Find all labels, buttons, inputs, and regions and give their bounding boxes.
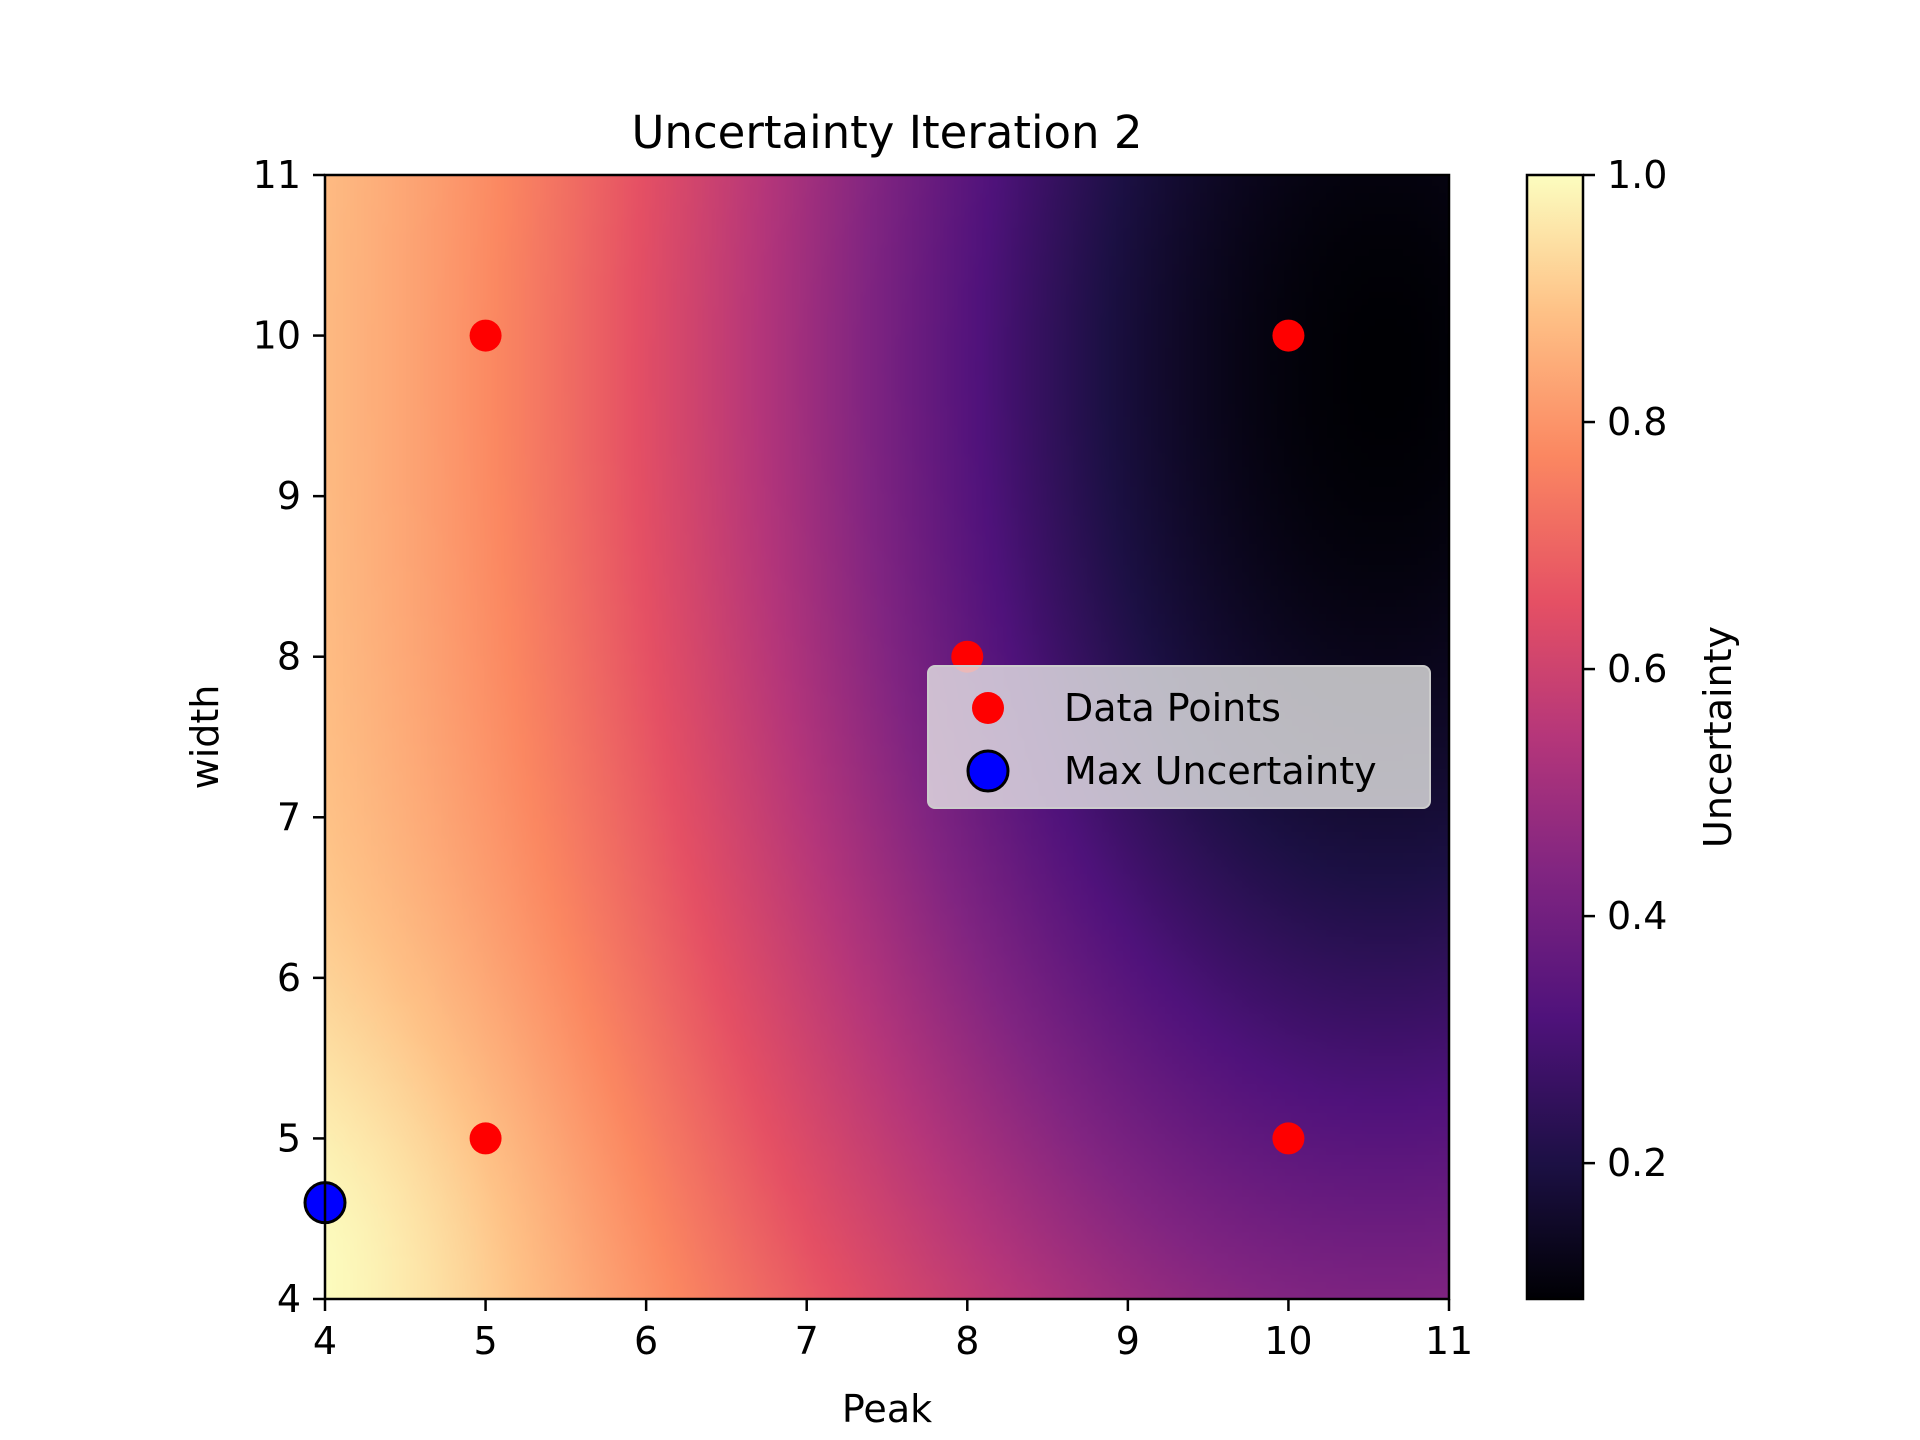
legend-marker-max-uncertainty: [966, 749, 1010, 793]
x-tick-label: 7: [795, 1319, 819, 1363]
colorbar: 0.2 0.4 0.6 0.8 1.0 Uncertainty: [1525, 153, 1740, 1301]
legend-label-data-points: Data Points: [1064, 686, 1281, 730]
x-tick-label: 6: [634, 1319, 658, 1363]
legend: Data Points Max Uncertainty: [927, 665, 1431, 809]
colorbar-tick-label: 0.2: [1607, 1141, 1667, 1185]
y-axis-ticks: 4 5 6 7 8 9 10 11: [253, 153, 325, 1321]
y-axis-label: width: [183, 685, 227, 790]
legend-box: [927, 665, 1431, 809]
y-tick-label: 4: [277, 1277, 301, 1321]
data-point: [951, 640, 984, 673]
x-tick-label: 10: [1264, 1319, 1312, 1363]
y-tick-label: 10: [253, 314, 301, 358]
chart-title: Uncertainty Iteration 2: [631, 106, 1142, 159]
scatter-layer: [469, 319, 1305, 1155]
colorbar-ticks: 0.2 0.4 0.6 0.8 1.0: [1583, 153, 1667, 1185]
x-tick-label: 11: [1425, 1319, 1473, 1363]
x-tick-label: 9: [1116, 1319, 1140, 1363]
colorbar-tick-label: 0.8: [1607, 400, 1667, 444]
y-tick-label: 11: [253, 153, 301, 197]
x-axis-label: Peak: [842, 1387, 932, 1431]
data-point: [1272, 319, 1305, 352]
x-axis-ticks: 4 5 6 7 8 9 10 11: [313, 1299, 1473, 1363]
x-tick-label: 5: [473, 1319, 497, 1363]
y-tick-label: 9: [277, 474, 301, 518]
colorbar-tick-label: 1.0: [1607, 153, 1667, 197]
colorbar-tick-label: 0.4: [1607, 894, 1667, 938]
colorbar-gradient: [1527, 175, 1583, 1299]
y-tick-label: 6: [277, 956, 301, 1000]
y-tick-label: 8: [277, 635, 301, 679]
colorbar-label: Uncertainty: [1696, 626, 1740, 848]
legend-label-max-uncertainty: Max Uncertainty: [1064, 749, 1377, 793]
legend-marker-data-points: [972, 692, 1004, 724]
x-tick-label: 8: [955, 1319, 979, 1363]
plot-frame: [323, 173, 1451, 1301]
data-point: [469, 319, 502, 352]
data-point: [469, 1122, 502, 1155]
y-tick-label: 7: [277, 795, 301, 839]
data-point: [1272, 1122, 1305, 1155]
y-tick-label: 5: [277, 1116, 301, 1160]
x-tick-label: 4: [313, 1319, 337, 1363]
colorbar-tick-label: 0.6: [1607, 647, 1667, 691]
colorbar-frame: [1525, 173, 1585, 1301]
